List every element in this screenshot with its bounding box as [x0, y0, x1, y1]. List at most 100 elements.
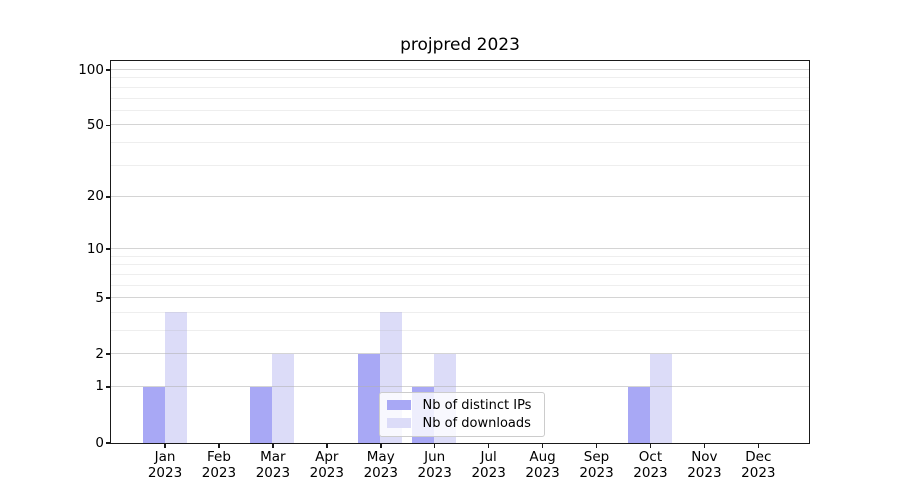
legend-swatch-downloads: [386, 418, 411, 428]
gridline-major: [110, 248, 809, 250]
x-tick-label: Aug 2023: [508, 449, 578, 481]
x-tick-mark: [541, 444, 544, 448]
gridline-minor: [110, 264, 809, 266]
x-tick-label: Jan 2023: [130, 449, 200, 481]
x-tick-label: Oct 2023: [615, 449, 685, 481]
legend-swatch-distinct-ips: [386, 400, 411, 410]
x-tick-mark: [326, 444, 328, 448]
x-tick-label-year: 2023: [579, 464, 614, 481]
x-tick-label-month: Jan: [154, 449, 176, 465]
x-tick-label-year: 2023: [525, 464, 560, 481]
x-tick-mark: [595, 444, 598, 448]
x-tick-label-year: 2023: [255, 464, 291, 481]
bar-distinct-ips: [250, 386, 273, 443]
x-tick-label: May 2023: [346, 449, 416, 481]
chart-title: projpred 2023: [400, 35, 520, 55]
gridline-minor: [110, 77, 809, 79]
x-tick-label: Mar 2023: [238, 449, 308, 481]
x-tick-label: Apr 2023: [292, 449, 362, 481]
gridline-minor: [110, 284, 809, 286]
x-tick-label-month: Aug: [529, 449, 556, 465]
gridline-minor: [110, 141, 809, 143]
x-tick-label-month: Jul: [480, 449, 497, 465]
y-tick-label: 1: [95, 378, 104, 395]
x-tick-mark: [487, 444, 490, 448]
gridline-minor: [110, 97, 809, 99]
x-tick-label-month: Feb: [206, 449, 231, 465]
gridline-major: [110, 353, 809, 355]
x-tick-label-month: Oct: [638, 449, 663, 465]
x-tick-label: Feb 2023: [184, 449, 254, 481]
gridline-minor: [110, 164, 809, 166]
legend-label-distinct-ips: Nb of distinct IPs: [422, 397, 532, 413]
x-tick-label-month: Dec: [745, 449, 772, 465]
y-tick-label: 2: [95, 345, 104, 362]
gridline-minor: [110, 255, 809, 257]
x-tick-mark: [433, 444, 436, 448]
x-tick-label-year: 2023: [687, 464, 722, 481]
x-tick-label-year: 2023: [633, 464, 668, 481]
x-tick-mark: [380, 444, 382, 448]
y-tick-mark: [106, 196, 110, 198]
x-tick-label-year: 2023: [417, 464, 452, 481]
y-tick-mark: [106, 124, 110, 127]
legend: Nb of distinct IPs Nb of downloads: [378, 391, 545, 437]
x-tick-mark: [649, 444, 652, 448]
gridline-major: [110, 69, 809, 71]
x-tick-label-month: Jun: [424, 449, 446, 465]
x-tick-label-month: Nov: [691, 449, 718, 465]
gridline-major: [110, 297, 809, 299]
x-tick-mark: [757, 444, 760, 448]
x-tick-label-year: 2023: [147, 464, 183, 481]
x-tick-mark: [218, 444, 220, 448]
y-tick-mark: [106, 353, 110, 355]
gridline-major: [110, 385, 809, 387]
x-tick-label: Jul 2023: [454, 449, 524, 481]
x-tick-label-year: 2023: [363, 464, 398, 481]
x-tick-label: Sep 2023: [562, 449, 632, 481]
y-tick-mark: [106, 386, 110, 388]
bar-distinct-ips: [627, 386, 650, 443]
x-tick-label: Dec 2023: [723, 449, 793, 481]
y-tick-mark: [106, 442, 110, 444]
x-tick-label-year: 2023: [741, 464, 776, 481]
gridline-minor: [110, 311, 809, 313]
legend-item-downloads: Nb of downloads: [386, 415, 537, 431]
x-tick-mark: [272, 444, 274, 448]
y-tick-mark: [106, 69, 110, 71]
y-tick-mark: [106, 248, 110, 250]
bar-distinct-ips: [142, 386, 165, 443]
gridline-minor: [110, 273, 809, 275]
gridline-major: [110, 124, 809, 126]
x-tick-mark: [703, 444, 706, 448]
y-tick-label: 5: [95, 289, 104, 306]
gridline-minor: [110, 329, 809, 331]
bar-downloads: [164, 312, 187, 443]
x-tick-mark: [164, 444, 166, 448]
bar-downloads: [272, 353, 295, 443]
y-tick-label: 100: [78, 61, 104, 78]
y-tick-label: 20: [86, 188, 104, 205]
y-tick-label: 50: [86, 116, 104, 133]
x-tick-label-month: May: [366, 449, 395, 465]
gridline-minor: [110, 109, 809, 111]
x-tick-label-year: 2023: [309, 464, 344, 481]
plot-area: Nb of distinct IPs Nb of downloads: [109, 59, 810, 444]
x-tick-label-year: 2023: [471, 464, 506, 481]
x-tick-label-year: 2023: [201, 464, 237, 481]
legend-item-distinct-ips: Nb of distinct IPs: [386, 397, 537, 413]
legend-label-downloads: Nb of downloads: [422, 415, 531, 431]
bar-distinct-ips: [358, 353, 381, 443]
x-tick-label: Jun 2023: [400, 449, 470, 481]
y-tick-label: 0: [95, 434, 104, 451]
gridline-minor: [110, 86, 809, 88]
y-tick-label: 10: [86, 240, 104, 257]
y-tick-mark: [106, 297, 110, 299]
bar-downloads: [649, 353, 672, 443]
gridline-major: [110, 195, 809, 197]
x-tick-label: Nov 2023: [669, 449, 739, 481]
x-tick-label-month: Sep: [583, 449, 610, 465]
x-tick-label-month: Mar: [260, 449, 286, 465]
x-tick-label-month: Apr: [315, 449, 339, 465]
